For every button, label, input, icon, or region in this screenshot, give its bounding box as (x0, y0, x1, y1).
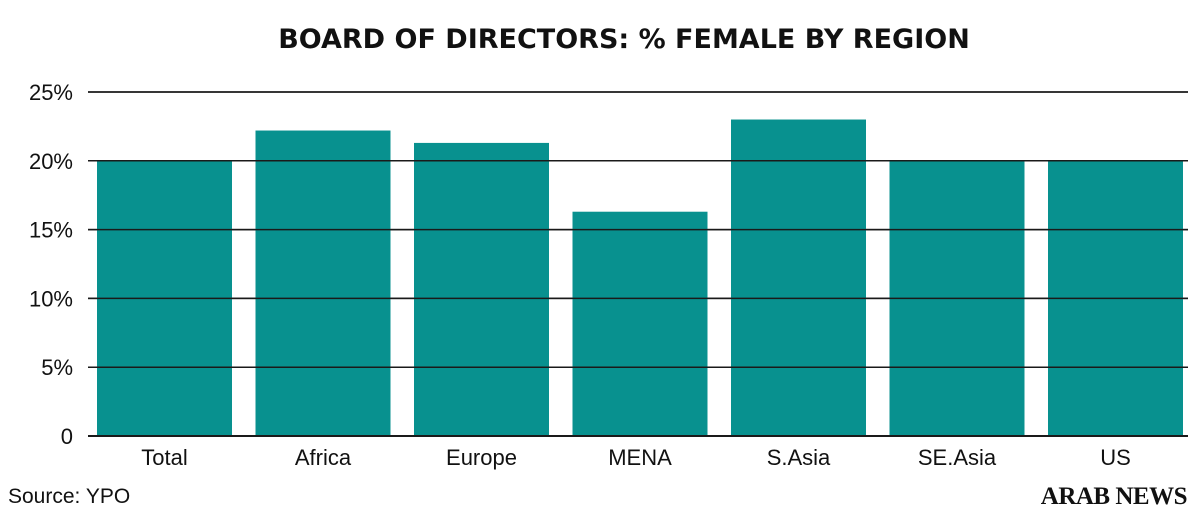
x-category-label: S.Asia (767, 445, 831, 470)
y-tick-label: 5% (41, 355, 73, 380)
x-axis-category-labels: Total Africa Europe MENA S.Asia SE.Asia US (141, 445, 1131, 470)
y-axis-tick-labels: 0 5% 10% 15% 20% 25% (29, 80, 73, 449)
brand-logo: ARAB NEWS (1041, 483, 1187, 510)
x-category-label: US (1100, 445, 1131, 470)
x-category-label: Total (141, 445, 187, 470)
y-tick-label: 15% (29, 218, 73, 243)
bars (88, 91, 1188, 437)
y-tick-label: 10% (29, 286, 73, 311)
y-tick-label: 0 (61, 424, 73, 449)
y-tick-label: 25% (29, 80, 73, 105)
x-category-label: MENA (608, 445, 672, 470)
x-category-label: Europe (446, 445, 517, 470)
source-note: Source: YPO (8, 485, 130, 508)
bar (572, 211, 708, 436)
x-category-label: Africa (295, 445, 352, 470)
bar (731, 119, 866, 437)
bar (414, 142, 549, 437)
bar (255, 130, 391, 436)
y-tick-label: 20% (29, 149, 73, 174)
x-category-label: SE.Asia (918, 445, 997, 470)
chart-title: BOARD OF DIRECTORS: % FEMALE BY REGION (278, 24, 970, 55)
